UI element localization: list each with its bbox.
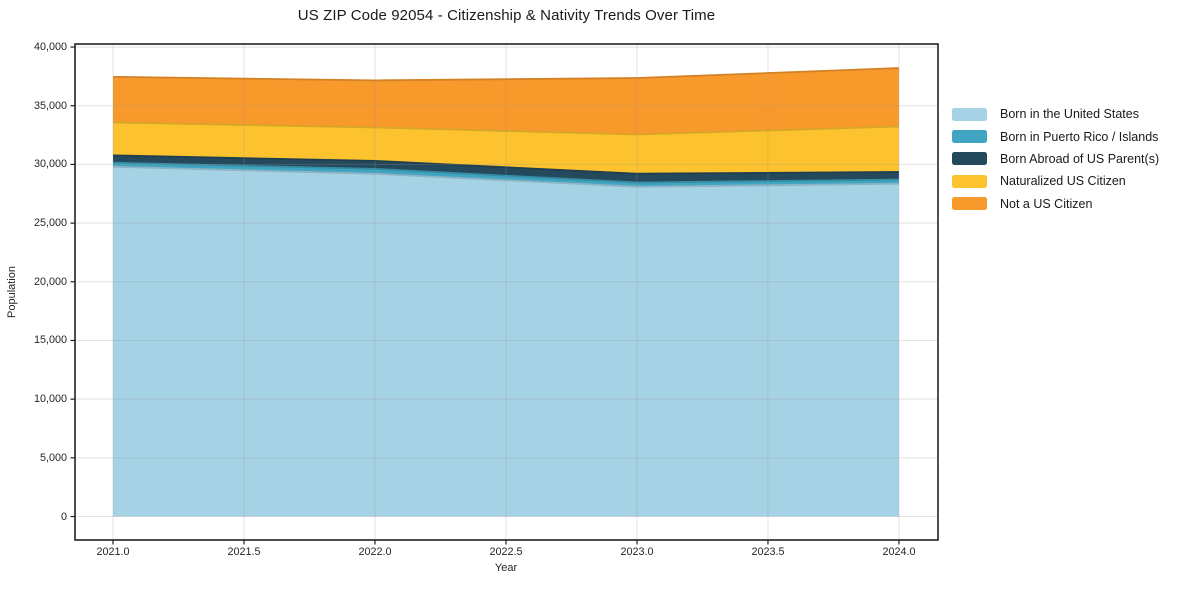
- series-line: [112, 161, 899, 184]
- legend-label: Not a US Citizen: [1000, 196, 1093, 211]
- area-series: [112, 166, 899, 517]
- legend-item: Not a US Citizen: [952, 193, 1159, 215]
- y-axis-label: Population: [6, 266, 18, 318]
- legend-swatch: [952, 197, 987, 211]
- legend-label: Naturalized US Citizen: [1000, 174, 1126, 189]
- series-line: [112, 154, 899, 175]
- legend-swatch: [952, 152, 987, 166]
- legend-item: Born in Puerto Rico / Islands: [952, 125, 1159, 147]
- legend-label: Born in Puerto Rico / Islands: [1000, 129, 1159, 144]
- legend-item: Born in the United States: [952, 103, 1159, 125]
- area-series: [112, 162, 899, 187]
- series-line: [112, 67, 899, 82]
- area-series: [112, 155, 899, 183]
- chart-title: US ZIP Code 92054 - Citizenship & Nativi…: [297, 7, 716, 24]
- legend-swatch: [952, 130, 987, 144]
- legend-label: Born Abroad of US Parent(s): [1000, 151, 1160, 166]
- legend-label: Born in the United States: [1000, 107, 1139, 122]
- legend-item: Naturalized US Citizen: [952, 170, 1159, 192]
- area-series: [112, 68, 899, 135]
- legend: Born in the United States Born in Puerto …: [952, 103, 1159, 215]
- legend-swatch: [952, 174, 987, 188]
- x-axis-label: Year: [494, 562, 518, 574]
- legend-swatch: [952, 107, 987, 121]
- area-series: [112, 122, 899, 174]
- series-line: [112, 121, 899, 136]
- series-line: [112, 165, 899, 188]
- legend-item: Born Abroad of US Parent(s): [952, 148, 1159, 170]
